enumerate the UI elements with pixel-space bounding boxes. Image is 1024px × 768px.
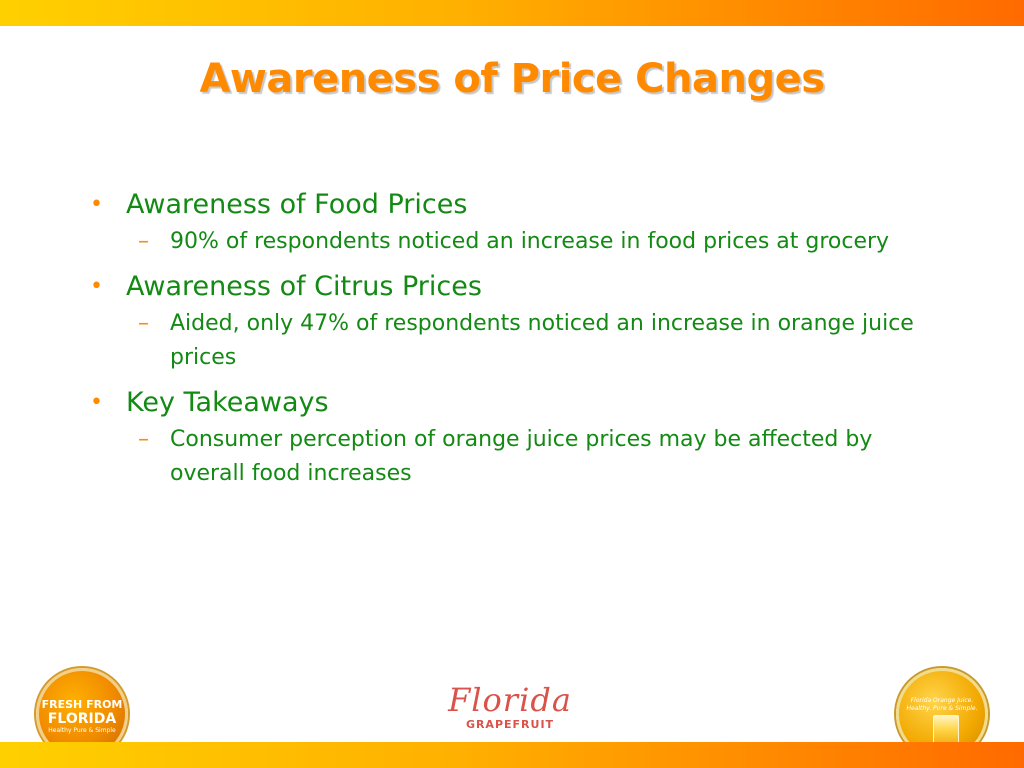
bullet-text: Awareness of Citrus Prices — [126, 271, 482, 302]
bullet-text: Key Takeaways — [126, 387, 329, 418]
dash-marker-icon: – — [138, 427, 149, 452]
slide-title: Awareness of Price Changes — [199, 56, 825, 102]
logo-text-line: Healthy Pure & Simple — [48, 727, 116, 734]
bullet-item: • Awareness of Citrus Prices — [86, 267, 946, 307]
bottom-accent-bar — [0, 742, 1024, 768]
logo-text-line: FLORIDA — [47, 711, 117, 727]
dash-marker-icon: – — [138, 311, 149, 336]
florida-grapefruit-logo: Florida GRAPEFRUIT — [430, 682, 590, 732]
top-accent-bar — [0, 0, 1024, 26]
bullet-marker-icon: • — [90, 390, 103, 415]
sub-bullet-item: – 90% of respondents noticed an increase… — [86, 225, 946, 259]
logo-sub-text: GRAPEFRUIT — [465, 718, 555, 731]
bullet-list: • Awareness of Food Prices – 90% of resp… — [86, 185, 946, 499]
sub-bullet-text: Consumer perception of orange juice pric… — [170, 427, 873, 486]
bullet-item: • Key Takeaways — [86, 383, 946, 423]
sub-bullet-text: 90% of respondents noticed an increase i… — [170, 229, 890, 254]
logo-text: Florida Orange Juice. Healthy. Pure & Si… — [906, 697, 978, 712]
bullet-marker-icon: • — [90, 192, 103, 217]
logo-script-text: Florida — [448, 681, 572, 719]
sub-bullet-text: Aided, only 47% of respondents noticed a… — [170, 311, 914, 370]
bullet-text: Awareness of Food Prices — [126, 189, 468, 220]
bullet-marker-icon: • — [90, 274, 103, 299]
logo-text-line: FRESH FROM — [41, 698, 123, 711]
dash-marker-icon: – — [138, 229, 149, 254]
sub-bullet-item: – Aided, only 47% of respondents noticed… — [86, 307, 946, 375]
sub-bullet-item: – Consumer perception of orange juice pr… — [86, 423, 946, 491]
bullet-item: • Awareness of Food Prices — [86, 185, 946, 225]
